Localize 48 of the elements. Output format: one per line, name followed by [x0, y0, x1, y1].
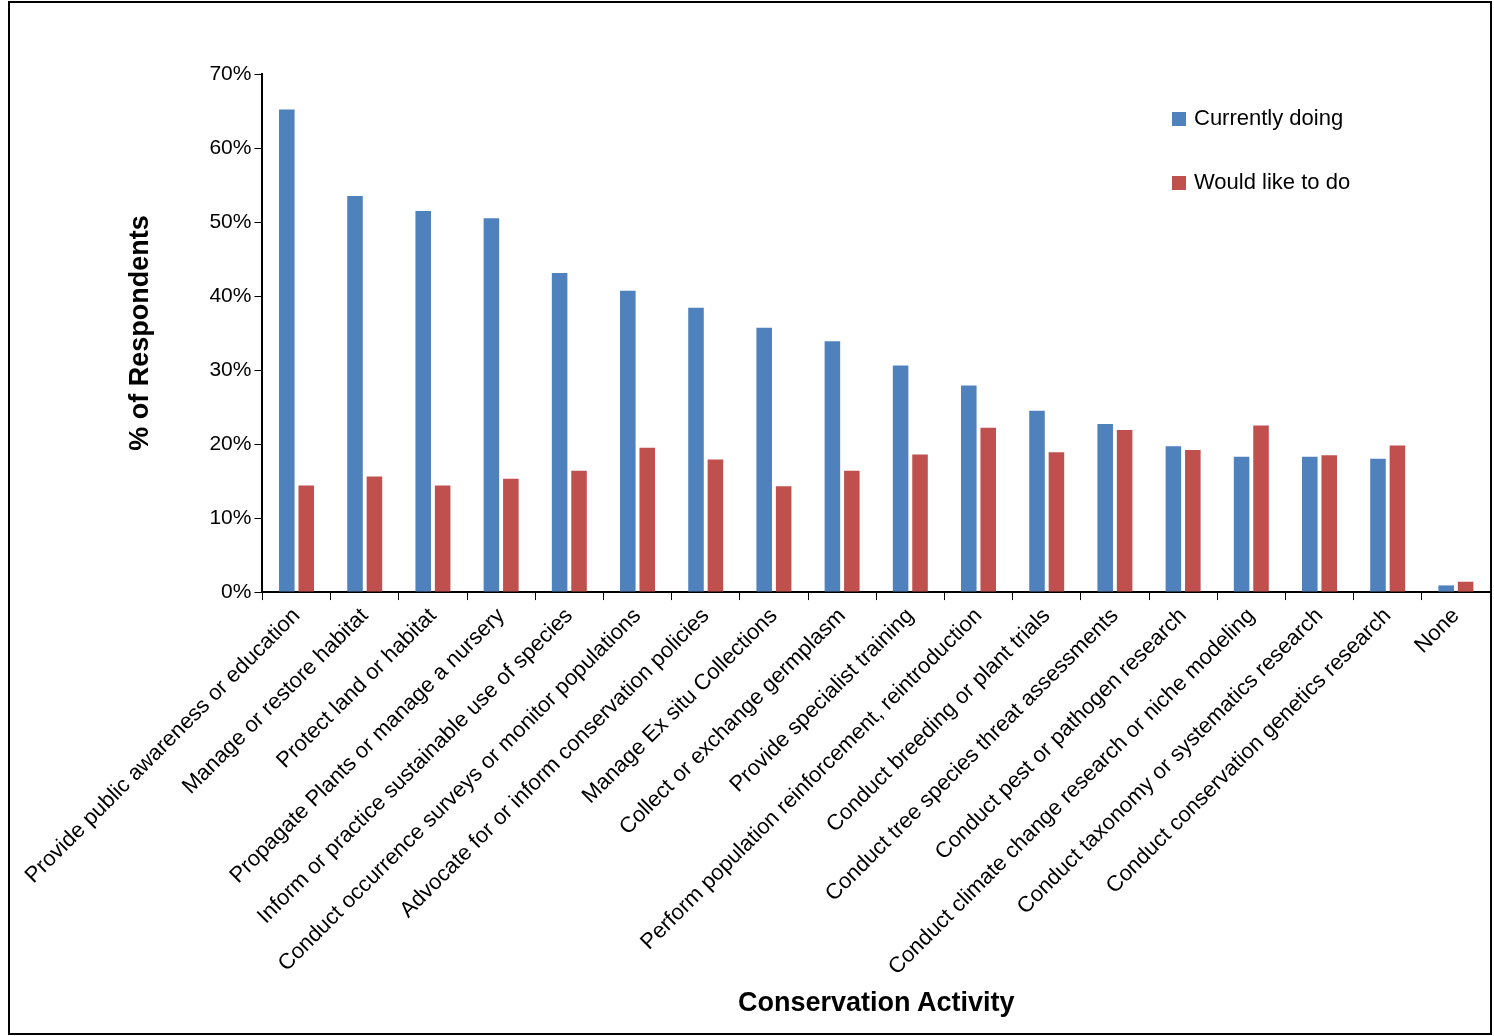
y-tick-label: 50% [209, 208, 252, 232]
bar [756, 327, 772, 592]
bar [620, 290, 636, 592]
bar [551, 273, 568, 592]
legend-label: Would like to do [1194, 169, 1351, 195]
bar [824, 341, 841, 592]
bar [961, 385, 977, 592]
bar [1438, 585, 1454, 592]
bar [279, 109, 295, 592]
y-tick-label: 0% [221, 578, 252, 602]
bar [298, 485, 315, 592]
bar [347, 196, 363, 592]
bar [1321, 455, 1337, 592]
bar [483, 218, 500, 592]
bar [707, 459, 724, 592]
bar [1253, 425, 1269, 592]
bar [1165, 446, 1182, 592]
bar [912, 454, 928, 592]
bar [1116, 429, 1133, 592]
y-tick-label: 10% [209, 504, 252, 528]
bar [639, 447, 656, 592]
legend-label: Currently doing [1194, 105, 1344, 131]
bar [1185, 449, 1201, 592]
bar [1389, 445, 1406, 592]
y-tick-label: 20% [209, 430, 252, 454]
x-axis-title: Conservation Activity [737, 987, 1015, 1018]
bar [571, 470, 587, 592]
y-tick-label: 70% [209, 60, 252, 84]
bar [980, 427, 997, 592]
y-tick-label: 60% [209, 134, 252, 158]
bar [366, 476, 383, 592]
bar [503, 478, 519, 592]
bar [1370, 458, 1386, 592]
bar [434, 485, 451, 592]
bar [1048, 452, 1065, 592]
bar [415, 210, 431, 592]
bar [844, 470, 860, 592]
y-tick-label: 40% [209, 282, 252, 306]
bar [775, 486, 792, 592]
bar [1457, 581, 1474, 592]
bar [892, 365, 909, 592]
bar [1302, 456, 1318, 592]
bar [1233, 456, 1250, 592]
bar [1097, 424, 1113, 592]
bar [688, 307, 704, 592]
bar [1029, 410, 1045, 592]
y-tick-label: 30% [209, 356, 252, 380]
y-axis-title: % of Respondents [123, 215, 154, 451]
